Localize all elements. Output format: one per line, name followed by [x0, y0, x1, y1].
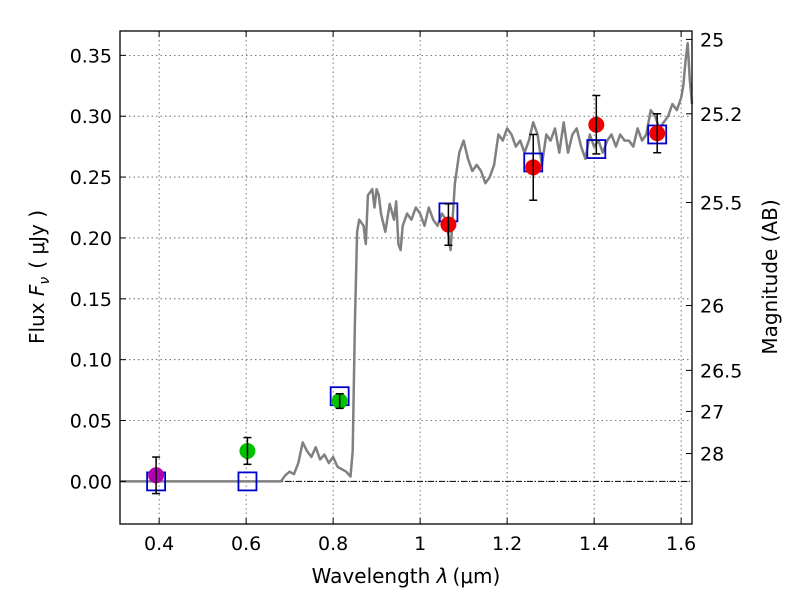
- y-tick-label: 0.30: [70, 106, 112, 128]
- y-tick-label: 0.15: [70, 289, 112, 311]
- x-tick-label: 0.6: [231, 533, 261, 555]
- x-tick-label: 0.4: [144, 533, 174, 555]
- data-layer: [120, 41, 694, 495]
- y-tick-label: 0.35: [70, 45, 112, 67]
- x-axis-label: Wavelength λ (μm): [312, 564, 501, 588]
- x-tick-label: 1.6: [666, 533, 696, 555]
- y-tick-label: 0.10: [70, 350, 112, 372]
- right-tick-label: 26.5: [700, 360, 742, 382]
- right-tick-label: 27: [700, 401, 724, 423]
- model-spectrum-line: [120, 41, 694, 483]
- x-tick-label: 1.2: [492, 533, 522, 555]
- y-tick-label: 0.05: [70, 411, 112, 433]
- right-tick-label: 25.5: [700, 193, 742, 215]
- right-tick-label: 26: [700, 295, 724, 317]
- plot-frame: [119, 30, 693, 525]
- y-tick-label: 0.00: [70, 471, 112, 493]
- model-flux-square: [237, 471, 258, 492]
- right-tick-label: 25.2: [700, 104, 742, 126]
- right-tick-label: 25: [700, 29, 724, 51]
- x-tick-label: 0.8: [318, 533, 348, 555]
- x-tick-label: 1: [414, 533, 426, 555]
- x-tick-label: 1.4: [579, 533, 609, 555]
- tick-layer: 0.4 0.6 0.8 1 1.2 1.4 1.6 0.00 0.05 0.10 0.15 0.20 0…: [70, 29, 743, 555]
- y-tick-label: 0.20: [70, 228, 112, 250]
- right-axis-label: Magnitude (AB): [758, 199, 782, 354]
- right-tick-label: 28: [700, 444, 724, 466]
- y-tick-label: 0.25: [70, 167, 112, 189]
- y-axis-label: Flux Fν( μJy ): [25, 210, 53, 344]
- grid-layer: [120, 31, 692, 524]
